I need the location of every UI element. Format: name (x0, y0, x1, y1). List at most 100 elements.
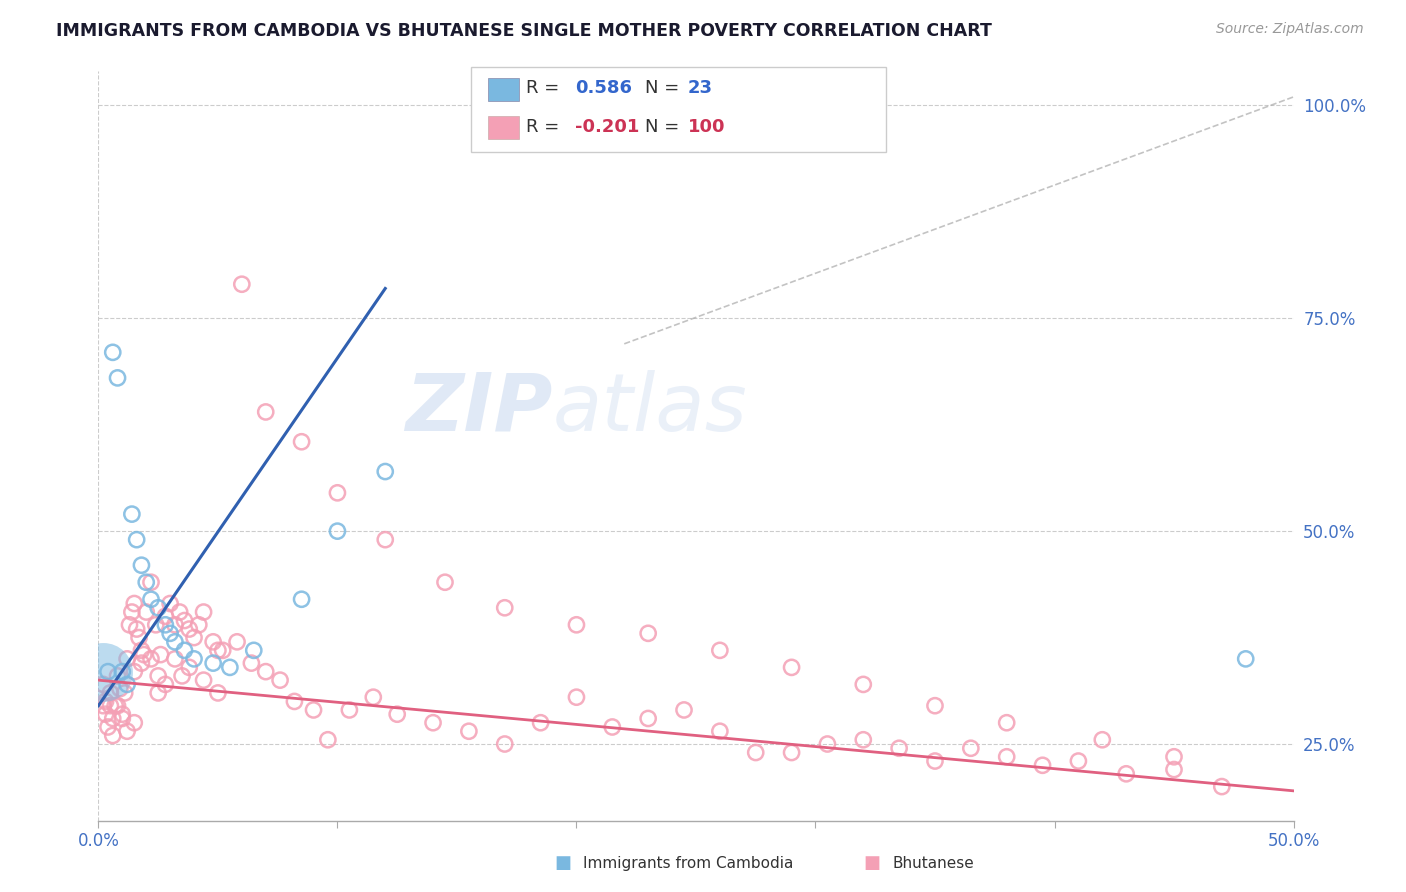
Point (207, 686, 229, 700)
Point (1163, 763, 1185, 777)
Point (565, 690, 588, 705)
Text: N =: N = (645, 79, 679, 97)
Point (219, 660, 242, 674)
Point (115, 677, 138, 691)
Point (995, 715, 1018, 730)
Text: -0.201: -0.201 (575, 118, 640, 136)
Point (107, 698, 129, 713)
Point (115, 652, 138, 666)
Point (565, 617, 588, 632)
Point (125, 533, 148, 547)
Point (494, 600, 516, 615)
Point (179, 660, 201, 674)
Point (1091, 732, 1114, 747)
Point (101, 711, 124, 725)
Point (101, 345, 124, 359)
Point (101, 729, 124, 743)
Point (254, 665, 277, 679)
Point (924, 698, 946, 713)
Point (107, 371, 129, 385)
Point (159, 626, 181, 640)
Point (422, 715, 444, 730)
Point (339, 703, 361, 717)
Point (602, 720, 624, 734)
Point (155, 617, 177, 632)
Text: R =: R = (526, 79, 560, 97)
Point (131, 558, 153, 573)
Point (94, 707, 117, 722)
Point (637, 626, 659, 640)
Point (111, 707, 134, 722)
Point (97, 665, 120, 679)
Point (139, 575, 162, 590)
Point (163, 635, 186, 649)
Text: N =: N = (645, 118, 679, 136)
Text: 0.586: 0.586 (575, 79, 633, 97)
Point (1115, 767, 1137, 781)
Point (302, 703, 325, 717)
Point (98, 686, 122, 700)
Point (291, 434, 314, 449)
Point (637, 711, 659, 725)
Point (108, 681, 131, 696)
Point (709, 643, 731, 657)
Point (148, 669, 170, 683)
Point (124, 665, 146, 679)
Point (815, 737, 838, 751)
Point (148, 686, 170, 700)
Point (139, 592, 162, 607)
Text: R =: R = (526, 118, 560, 136)
Point (111, 665, 134, 679)
Point (1032, 758, 1054, 772)
Text: ■: ■ (863, 855, 880, 872)
Point (363, 690, 385, 705)
Point (780, 746, 803, 760)
Point (135, 575, 157, 590)
Point (124, 715, 146, 730)
Text: atlas: atlas (553, 369, 748, 448)
Point (145, 617, 167, 632)
Point (115, 724, 138, 739)
Point (111, 711, 134, 725)
Text: ■: ■ (554, 855, 571, 872)
Point (173, 614, 195, 628)
Text: Immigrants from Cambodia: Immigrants from Cambodia (583, 856, 794, 871)
Point (924, 754, 946, 768)
Point (291, 592, 314, 607)
Point (163, 617, 186, 632)
Point (131, 643, 153, 657)
Text: Bhutanese: Bhutanese (893, 856, 974, 871)
Point (202, 656, 225, 670)
Point (183, 652, 205, 666)
Point (159, 597, 181, 611)
Point (494, 737, 516, 751)
Point (852, 677, 875, 691)
Point (172, 669, 194, 683)
Point (173, 643, 195, 657)
Point (155, 609, 177, 624)
Point (131, 656, 153, 670)
Point (202, 635, 225, 649)
Point (121, 507, 143, 521)
Point (118, 617, 141, 632)
Text: ZIP: ZIP (405, 369, 553, 448)
Point (326, 524, 349, 538)
Point (193, 673, 215, 688)
Text: 23: 23 (688, 79, 713, 97)
Point (1067, 754, 1090, 768)
Point (434, 575, 457, 590)
Point (269, 673, 291, 688)
Point (132, 648, 155, 662)
Point (124, 597, 146, 611)
Point (207, 643, 229, 657)
Point (187, 617, 209, 632)
Point (1234, 652, 1257, 666)
Point (374, 533, 396, 547)
Point (995, 749, 1018, 764)
Point (889, 741, 911, 756)
Point (94, 694, 117, 708)
Point (125, 622, 148, 636)
Point (458, 724, 481, 739)
Point (193, 605, 215, 619)
Point (114, 686, 136, 700)
